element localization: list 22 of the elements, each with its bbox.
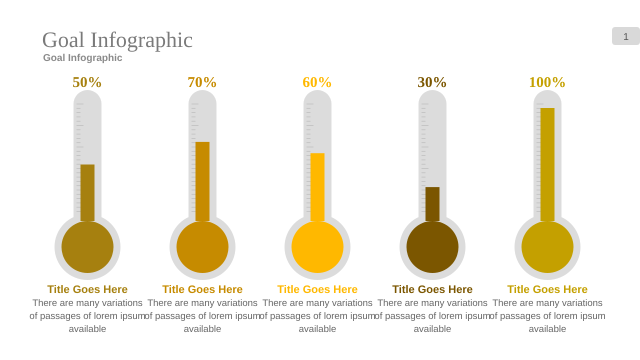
x-tick-label: Title Goes Here [47,284,128,296]
text: There are many variations of passages of lorem ipsum available [29,298,146,335]
data-label: 70% [188,75,218,91]
chart-title: Goal Infographic [42,27,194,52]
text: There are many variations of passages of lorem ipsum available [374,298,491,335]
x-tick-label: Title Goes Here [507,284,588,296]
x-tick-label: Title Goes Here [277,284,358,296]
data-label: 60% [302,75,332,91]
bar [310,153,324,221]
x-tick-label: Title Goes Here [162,284,243,296]
data-label: 50% [72,75,102,91]
bar [196,142,210,221]
data-label: 30% [418,75,448,91]
bar [426,187,440,221]
x-tick-label: Title Goes Here [392,284,473,296]
text: There are many variations of passages of lorem ipsum available [144,298,261,335]
data-label: 100% [528,75,566,91]
chart-subtitle: Goal Infographic [43,53,123,64]
text: There are many variations of passages of lorem ipsum available [489,298,606,335]
text: 1 [623,32,630,43]
text: There are many variations of passages of lorem ipsum available [259,298,376,335]
bar [80,164,94,221]
